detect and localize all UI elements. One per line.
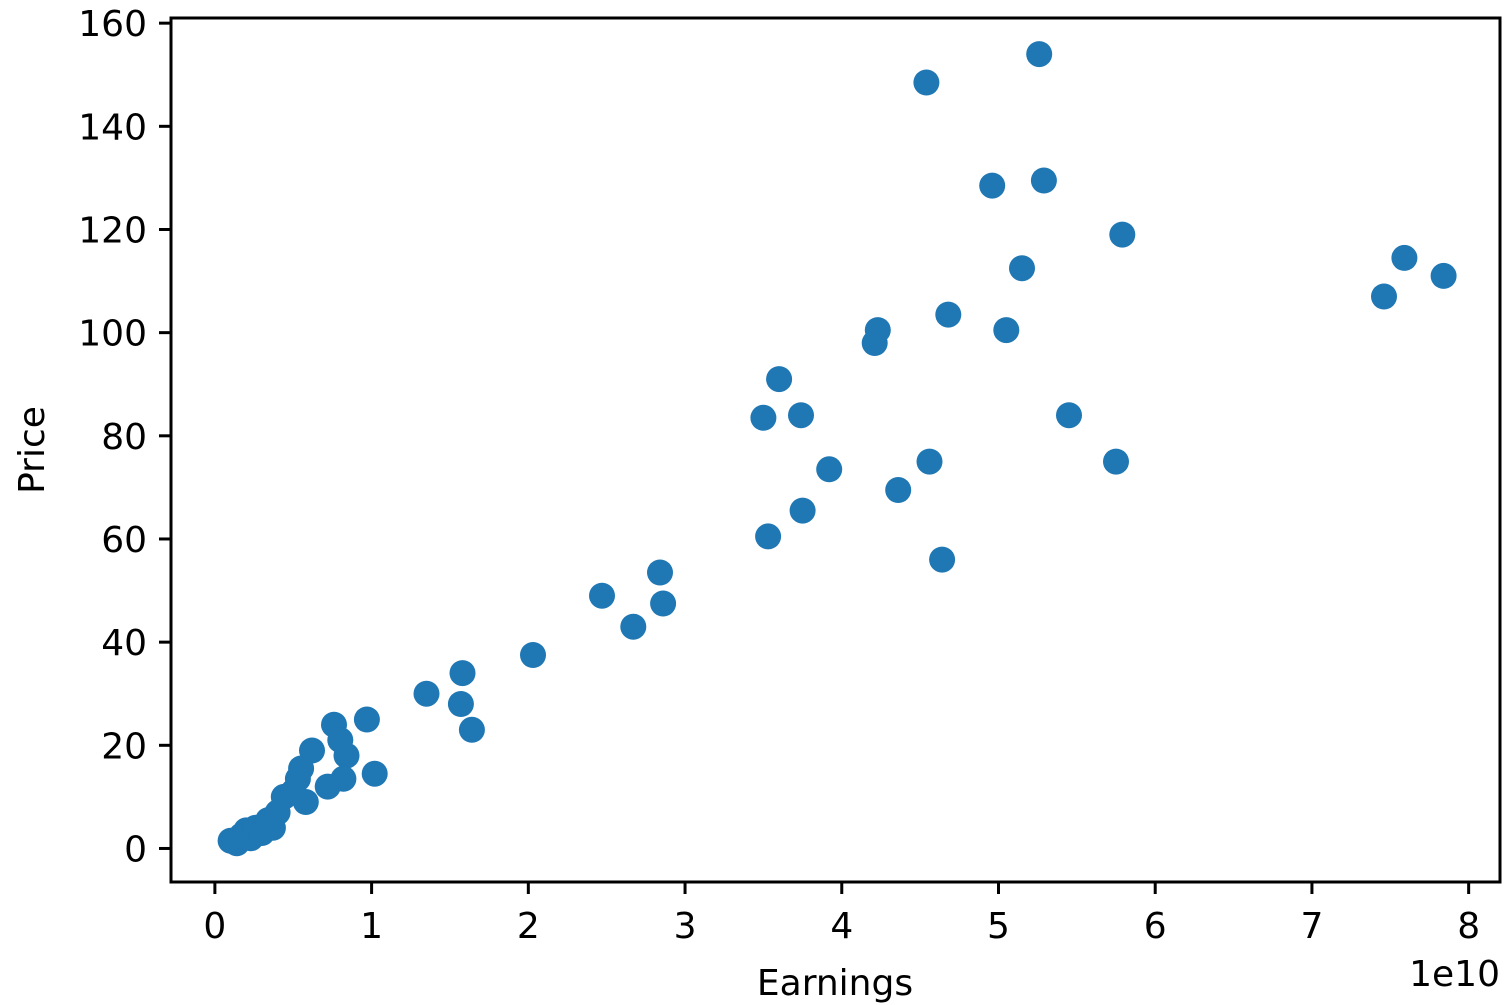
- data-point-40: [885, 477, 912, 503]
- data-point-35: [788, 402, 814, 429]
- data-point-43: [929, 546, 956, 573]
- data-point-48: [1026, 41, 1053, 68]
- data-point-39: [864, 317, 891, 344]
- x-tick-label-5: 5: [987, 906, 1010, 947]
- x-tick-label-1: 1: [360, 906, 383, 947]
- x-tick-label-7: 7: [1300, 906, 1323, 947]
- data-point-20: [330, 765, 357, 792]
- data-point-15: [299, 737, 325, 764]
- data-point-24: [449, 660, 476, 687]
- data-point-22: [361, 760, 388, 787]
- data-point-37: [816, 456, 843, 483]
- data-point-53: [1371, 283, 1397, 310]
- data-point-54: [1391, 244, 1418, 271]
- data-point-33: [755, 523, 782, 550]
- x-axis: 0 1 2 3 4 5 6 7 8: [203, 882, 1480, 947]
- y-tick-label-3: 60: [101, 520, 147, 561]
- data-point-31: [650, 590, 677, 617]
- data-point-19: [333, 742, 360, 769]
- y-tick-label-1: 20: [101, 726, 147, 767]
- data-point-46: [993, 317, 1020, 344]
- points-layer: [217, 41, 1457, 857]
- y-tick-label-5: 100: [78, 314, 147, 355]
- y-tick-label-7: 140: [78, 107, 147, 148]
- data-point-42: [916, 448, 943, 475]
- x-tick-label-4: 4: [830, 906, 853, 947]
- data-point-52: [1109, 221, 1136, 248]
- data-point-55: [1430, 262, 1457, 289]
- data-point-50: [1056, 402, 1082, 429]
- data-point-32: [750, 404, 777, 431]
- data-point-47: [1009, 255, 1035, 282]
- y-axis: 0 20 40 60 80 100 120 140 160: [78, 4, 171, 870]
- data-point-36: [789, 497, 816, 524]
- data-point-25: [447, 691, 474, 717]
- data-point-21: [353, 706, 380, 733]
- data-point-27: [520, 642, 546, 668]
- y-tick-label-8: 160: [78, 4, 147, 45]
- data-point-23: [413, 680, 440, 707]
- y-tick-label-6: 120: [78, 210, 147, 251]
- data-point-28: [589, 582, 615, 609]
- x-tick-label-8: 8: [1457, 906, 1480, 947]
- x-tick-label-2: 2: [517, 906, 540, 947]
- plot-frame: [169, 16, 1502, 884]
- data-point-51: [1103, 448, 1129, 475]
- y-axis-label: Price: [12, 406, 53, 494]
- data-point-26: [458, 716, 485, 743]
- data-point-29: [620, 613, 647, 640]
- data-point-44: [935, 301, 962, 328]
- data-point-45: [979, 172, 1006, 199]
- x-tick-label-3: 3: [674, 906, 697, 947]
- x-axis-label: Earnings: [757, 963, 913, 1004]
- data-point-41: [913, 69, 940, 96]
- y-tick-label-4: 80: [101, 417, 147, 458]
- x-tick-label-0: 0: [203, 906, 226, 947]
- data-point-30: [647, 559, 673, 586]
- data-point-14: [292, 789, 319, 815]
- x-axis-offset-label: 1e10: [1409, 954, 1500, 995]
- data-point-49: [1030, 167, 1057, 194]
- data-point-34: [766, 366, 793, 393]
- y-tick-label-0: 0: [124, 829, 147, 870]
- y-tick-label-2: 40: [101, 623, 147, 664]
- x-tick-label-6: 6: [1144, 906, 1167, 947]
